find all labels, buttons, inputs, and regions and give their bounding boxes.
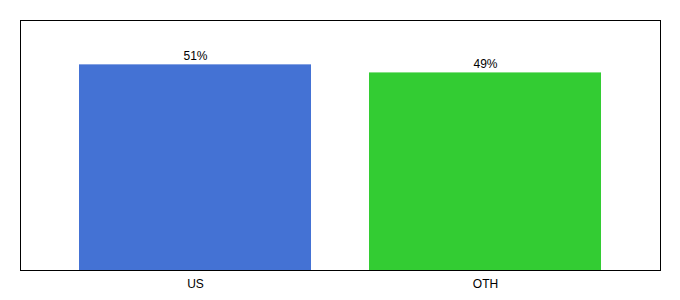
svg-text:49%: 49% [473,57,497,71]
svg-text:51%: 51% [183,49,207,63]
svg-text:US: US [187,277,204,291]
svg-text:OTH: OTH [473,277,498,291]
